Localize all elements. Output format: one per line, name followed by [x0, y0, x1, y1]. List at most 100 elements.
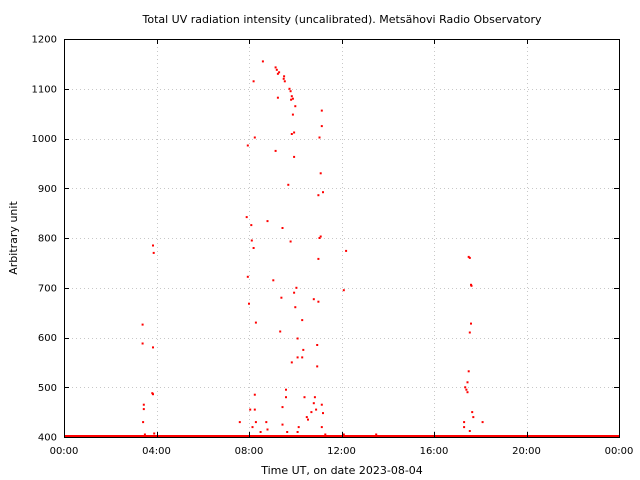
- data-point: [316, 344, 319, 346]
- data-point: [291, 113, 294, 116]
- baseline-series: [64, 435, 619, 438]
- data-point: [246, 275, 249, 278]
- data-point: [481, 421, 484, 424]
- data-point: [470, 284, 473, 287]
- data-point: [307, 418, 309, 421]
- data-point: [290, 133, 293, 135]
- data-point: [318, 237, 321, 239]
- data-point: [274, 149, 277, 152]
- data-point: [293, 155, 296, 158]
- data-point: [468, 430, 471, 432]
- data-point: [297, 426, 300, 429]
- data-point: [279, 330, 282, 333]
- data-point: [287, 183, 290, 186]
- data-point: [250, 239, 253, 242]
- y-tick-label: 900: [38, 184, 57, 195]
- data-point: [347, 435, 350, 437]
- x-tick-label: 08:00: [235, 446, 264, 457]
- data-point: [276, 96, 279, 99]
- data-point: [253, 408, 256, 411]
- data-point: [317, 194, 320, 197]
- data-point: [294, 105, 297, 108]
- data-point: [472, 416, 475, 419]
- data-point: [301, 356, 304, 359]
- y-tick-label: 400: [38, 433, 57, 444]
- data-point: [324, 433, 327, 436]
- data-point: [468, 256, 471, 259]
- chart-title: Total UV radiation intensity (uncalibrat…: [142, 13, 542, 26]
- data-point: [291, 97, 294, 100]
- data-point: [152, 393, 154, 396]
- data-point: [467, 255, 470, 258]
- data-point: [466, 391, 469, 394]
- data-point: [322, 412, 324, 415]
- data-point: [312, 298, 315, 301]
- y-tick-label: 500: [38, 383, 57, 394]
- data-point: [288, 87, 291, 90]
- data-point: [466, 381, 469, 384]
- data-point: [296, 337, 299, 340]
- data-point: [248, 302, 250, 305]
- data-point: [266, 220, 269, 223]
- axis-ticks: [64, 39, 620, 438]
- x-axis-label: Time UT, on date 2023-08-04: [260, 464, 423, 477]
- y-tick-label: 1100: [32, 84, 57, 95]
- x-tick-label: 00:00: [605, 446, 634, 457]
- data-point: [253, 136, 256, 139]
- data-point: [317, 257, 320, 260]
- x-tick-labels: 00:00 04:00 08:00 12:00 16:00 20:00 00:00: [50, 446, 634, 457]
- data-point: [293, 291, 296, 294]
- data-point: [375, 433, 378, 436]
- data-point: [253, 393, 256, 396]
- data-point: [141, 323, 144, 326]
- data-point: [141, 342, 144, 345]
- data-point: [285, 396, 287, 399]
- data-point: [252, 247, 255, 249]
- data-point: [152, 251, 155, 254]
- data-point: [310, 411, 313, 414]
- data-point: [245, 216, 248, 219]
- data-point: [342, 289, 345, 292]
- data-point: [345, 249, 348, 252]
- y-tick-label: 600: [38, 333, 57, 344]
- data-point: [282, 77, 285, 80]
- data-point: [289, 90, 292, 93]
- data-point: [317, 300, 320, 303]
- data-point: [286, 431, 289, 433]
- data-point: [142, 408, 145, 411]
- data-point: [142, 421, 145, 424]
- data-point: [276, 72, 279, 75]
- data-point: [252, 80, 255, 83]
- data-point: [254, 321, 257, 324]
- data-point: [319, 172, 322, 175]
- data-point: [316, 365, 319, 368]
- data-point: [278, 71, 281, 74]
- data-point: [342, 433, 345, 436]
- data-point: [251, 426, 254, 429]
- data-point: [464, 386, 467, 389]
- data-point: [281, 227, 284, 229]
- data-point: [318, 136, 321, 139]
- data-point: [274, 66, 277, 69]
- data-point: [272, 279, 275, 282]
- data-point: [467, 370, 470, 373]
- data-point: [281, 406, 284, 409]
- data-point: [142, 403, 145, 406]
- baseline-points: [64, 435, 619, 438]
- x-tick-label: 12:00: [327, 446, 356, 457]
- data-point: [283, 75, 286, 78]
- data-point: [249, 408, 252, 411]
- data-point: [238, 421, 241, 424]
- data-point: [293, 131, 296, 134]
- data-point: [468, 331, 471, 334]
- data-point: [275, 68, 278, 71]
- y-tick-label: 1200: [32, 35, 57, 46]
- data-point: [259, 431, 262, 433]
- data-point: [302, 348, 305, 351]
- data-point: [296, 431, 299, 433]
- grid: [64, 39, 619, 437]
- data-point: [463, 426, 466, 429]
- data-point: [315, 408, 318, 411]
- data-point: [471, 411, 474, 414]
